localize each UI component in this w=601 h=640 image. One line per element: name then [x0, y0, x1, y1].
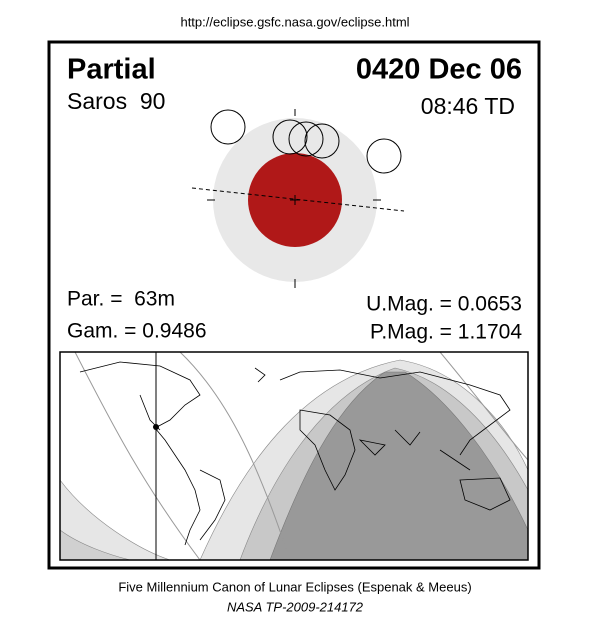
zone-boundary: [439, 352, 528, 461]
eclipse-type: Partial: [67, 54, 156, 86]
coastlines: [79, 361, 511, 546]
moon-position: [366, 138, 402, 174]
zone-boundary: [74, 352, 201, 560]
visibility-map: [59, 351, 529, 561]
parameter: Par. = 63m: [67, 288, 175, 311]
eclipse-date: 0420 Dec 06: [356, 54, 522, 86]
footer-citation: Five Millennium Canon of Lunar Eclipses …: [118, 579, 471, 594]
footer-report: NASA TP-2009-214172: [227, 599, 364, 614]
parameter: P.Mag. = 1.1704: [370, 321, 522, 344]
moon-position: [288, 121, 324, 157]
url: http://eclipse.gsfc.nasa.gov/eclipse.htm…: [180, 14, 409, 29]
frame: [47, 40, 541, 570]
eclipse-geometry: [191, 109, 405, 288]
moon-position: [272, 119, 308, 155]
parameter: Gam. = 0.9486: [67, 320, 207, 343]
eclipse-time: 08:46 TD: [421, 93, 515, 119]
moon-position: [304, 123, 340, 159]
zone-boundary: [179, 352, 291, 560]
moon-position: [210, 109, 246, 145]
visibility-zone: [269, 371, 528, 560]
greatest-eclipse-point: [153, 424, 159, 430]
saros: Saros 90: [67, 88, 165, 114]
parameter: U.Mag. = 0.0653: [366, 293, 522, 316]
map-border: [59, 351, 529, 561]
